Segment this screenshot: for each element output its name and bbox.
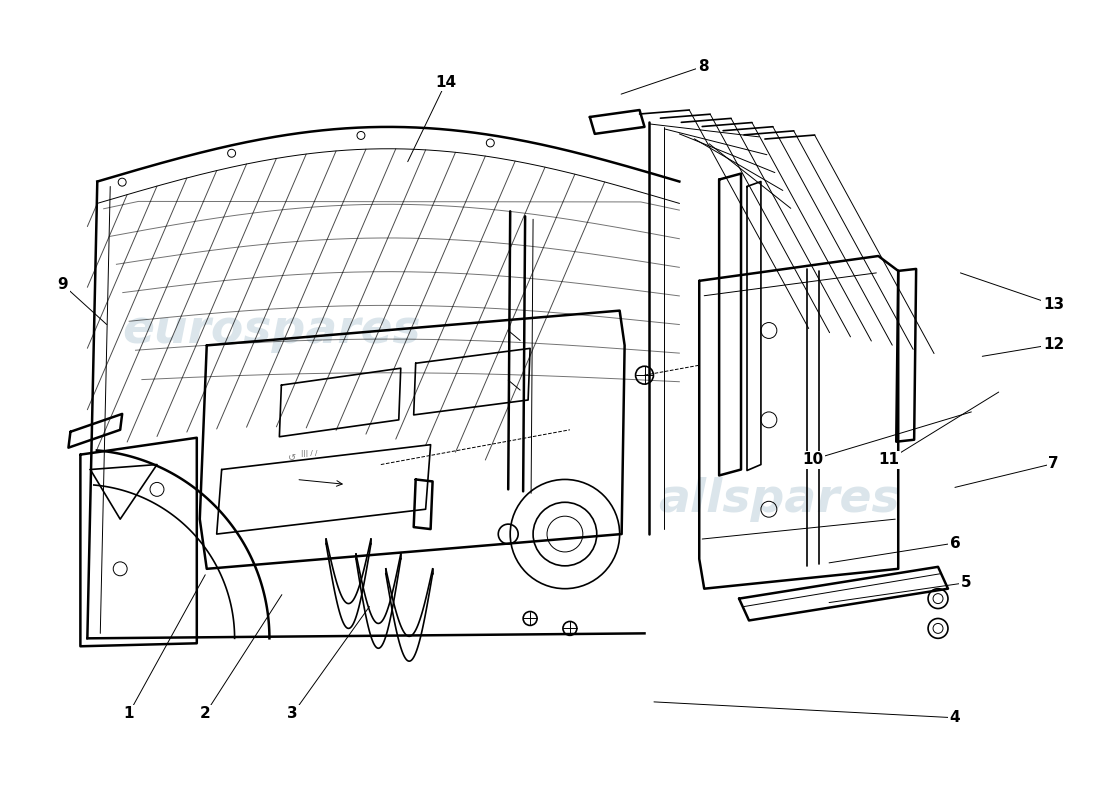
Text: 13: 13 bbox=[1043, 297, 1064, 312]
Text: 7: 7 bbox=[1048, 456, 1059, 471]
Text: 10: 10 bbox=[802, 452, 823, 467]
Text: 6: 6 bbox=[949, 535, 960, 550]
Text: 5: 5 bbox=[960, 575, 971, 590]
Text: 3: 3 bbox=[287, 706, 298, 722]
Text: 8: 8 bbox=[697, 59, 708, 74]
Text: 1: 1 bbox=[123, 706, 134, 722]
Text: 11: 11 bbox=[879, 452, 900, 467]
Text: $\circlearrowleft$: $\circlearrowleft$ bbox=[286, 451, 298, 462]
Text: 14: 14 bbox=[436, 74, 456, 90]
Text: 4: 4 bbox=[949, 710, 960, 726]
Text: allspares: allspares bbox=[658, 477, 900, 522]
Text: eurospares: eurospares bbox=[122, 308, 420, 353]
Text: 9: 9 bbox=[57, 278, 68, 292]
Text: 2: 2 bbox=[200, 706, 210, 722]
Text: 12: 12 bbox=[1043, 337, 1064, 352]
Text: ||| / /: ||| / / bbox=[301, 450, 318, 457]
